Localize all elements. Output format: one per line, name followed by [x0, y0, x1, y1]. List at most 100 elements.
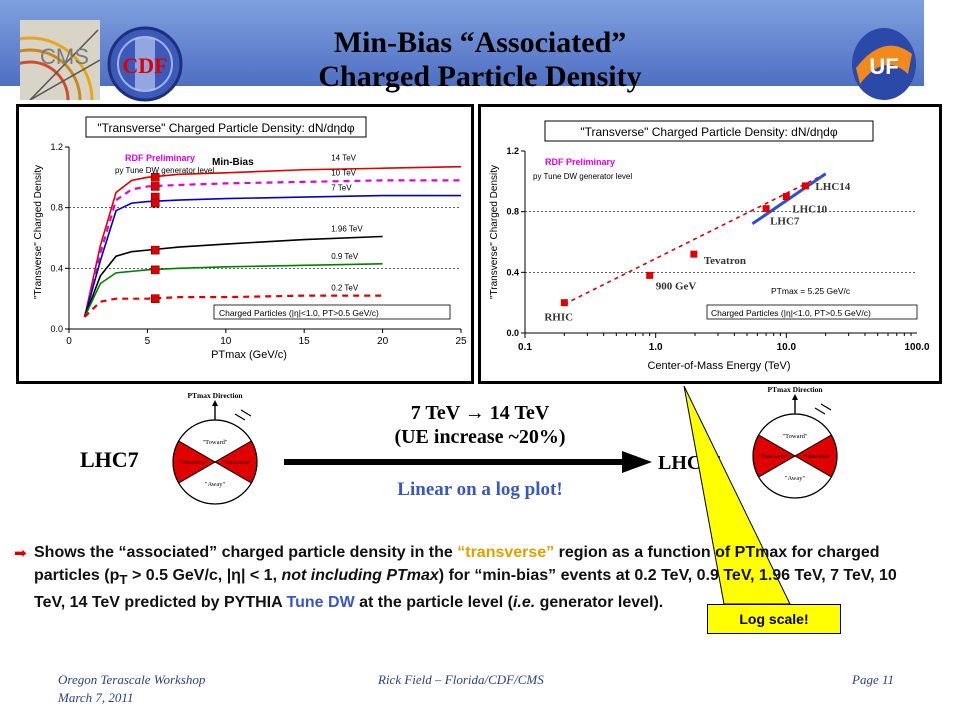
transverse-label-right: "Transverse": [803, 454, 831, 460]
chart1-ylabel: "Transverse" Charged Density: [33, 165, 44, 299]
linear-note: Linear on a log plot!: [397, 479, 563, 500]
chart1-xlabel: PTmax (GeV/c): [211, 349, 287, 361]
bullet-text: Shows the “associated” charged particle …: [34, 541, 904, 614]
chart2-point: [762, 205, 770, 213]
footer-author: Rick Field – Florida/CDF/CMS: [378, 672, 544, 687]
chart1-series-label: 7 TeV: [331, 184, 352, 193]
chart1-series-label: 0.9 TeV: [331, 252, 359, 261]
chart1-series-label: 14 TeV: [331, 154, 356, 163]
chart1-series-line: [83, 194, 461, 318]
big-arrow-icon: [284, 451, 652, 473]
chart1-marker: [150, 182, 160, 191]
chart1-series-line: [83, 179, 461, 318]
uf-logo-icon: UF: [852, 28, 916, 100]
toward-label: "Toward": [782, 433, 807, 440]
chart1-series-label: 0.2 TeV: [331, 284, 359, 293]
chart1-series-label: 1.96 TeV: [331, 224, 363, 233]
bullet-part-5: > 0.5 GeV/c, |: [127, 567, 232, 584]
chart1-x-tick-label: 25: [455, 336, 467, 347]
chart2-y-tick-label: 0.4: [506, 267, 519, 277]
bullet-arrow-icon: ➡: [14, 546, 27, 562]
chart1-series-line: [83, 165, 462, 318]
chart1-x-tick-label: 10: [220, 336, 232, 347]
log-scale-callout: Log scale!: [707, 604, 841, 634]
bullet-sub-t: T: [119, 572, 128, 588]
chart1-marker: [150, 245, 160, 255]
cms-logo-icon: CMS: [20, 20, 100, 100]
bullet-part-9: ) for “min-bias” events at 0.2 TeV, 0.9 …: [34, 567, 897, 612]
bullet-tune-dw: Tune DW: [286, 594, 355, 612]
bullet-part-13: generator level).: [535, 594, 664, 612]
chart2-point-label: LHC14: [815, 181, 850, 193]
bullet-part-1: Shows the “associated” charged particle …: [34, 544, 458, 561]
bullet-ie: i.e.: [512, 594, 536, 612]
transverse-label-right: "Transverse": [223, 460, 251, 466]
slide-title-line2: Charged Particle Density: [318, 60, 642, 93]
right-chart-panel: "Transverse" Charged Particle Density: d…: [478, 104, 942, 384]
away-label: "Away": [205, 481, 226, 488]
left-chart-panel: "Transverse" Charged Particle Density: d…: [16, 104, 474, 384]
chart2-point: [782, 193, 790, 200]
footer-date: March 7, 2011: [58, 690, 134, 705]
chart2-y-tick-label: 0.8: [506, 207, 519, 217]
chart2-tune-label: py Tune DW generator level: [533, 172, 632, 181]
chart2-y-tick-label: 0.0: [506, 328, 519, 338]
cdf-logo-text: CDF: [122, 53, 167, 78]
chart2-point-label: Tevatron: [704, 255, 746, 267]
energy-transition-label: 7 TeV → 14 TeV: [410, 402, 550, 424]
pt-density-chart: "Transverse" Charged Particle Density: d…: [33, 116, 467, 361]
chart1-marker: [150, 294, 160, 303]
transverse-label-left: "Transverse": [759, 454, 787, 460]
chart1-series-line: [83, 262, 383, 318]
chart-direction-icon: [814, 403, 832, 415]
transverse-region-diagram-right: PTmax Direction "Toward" "Transverse" "Tran…: [752, 385, 838, 499]
ue-increase-label: (UE increase ~20%): [394, 426, 566, 448]
chart2-point-label: 900 GeV: [656, 280, 697, 292]
chart2-point: [801, 182, 809, 190]
bullet-transverse: “transverse”: [457, 544, 555, 561]
chart1-y-tick-label: 1.2: [50, 142, 63, 152]
ptmax-arrow-head: [792, 394, 798, 400]
footer-workshop: Oregon Terascale Workshop: [58, 672, 206, 687]
chart1-cuts-label: Charged Particles (|η|<1.0, PT>0.5 GeV/c…: [219, 308, 379, 318]
footer-page: Page 11: [852, 672, 894, 687]
chart2-y-tick-label: 1.2: [506, 146, 519, 156]
chart2-xlabel: Center-of-Mass Energy (TeV): [647, 360, 790, 372]
chart2-cuts-label: Charged Particles (|η|<1.0, PT>0.5 GeV/c…: [711, 308, 871, 318]
chart1-x-tick-label: 20: [377, 336, 389, 347]
bullet-part-3: region as a function of PTmax for charge…: [34, 544, 880, 584]
cdf-logo-icon: CDF: [107, 26, 183, 102]
chart2-point-label: LHC7: [770, 216, 800, 228]
ptmax-direction-label: PTmax Direction: [187, 391, 243, 400]
chart1-rdf-preliminary: RDF Preliminary: [125, 153, 195, 163]
chart2-point: [560, 299, 568, 307]
chart2-x-tick-label: 1.0: [649, 342, 663, 353]
uf-logo-text: UF: [869, 54, 898, 79]
diagram-outline: [172, 419, 258, 505]
chart-direction-icon: [234, 409, 252, 421]
chart2-x-tick-label: 100.0: [904, 342, 929, 353]
chart1-y-tick-label: 0.4: [50, 263, 63, 273]
chart2-point-label: LHC10: [792, 204, 827, 216]
bullet-not-including: not including PTmax: [281, 567, 439, 584]
chart2-point: [690, 250, 698, 258]
diagram-outline: [752, 413, 838, 499]
chart2-x-tick-label: 0.1: [518, 342, 532, 353]
toward-label: "Toward": [202, 439, 227, 446]
chart2-ylabel: "Transverse" Charged Density: [489, 165, 500, 299]
bullet-part-11: at the particle level (: [354, 594, 513, 612]
bullet-eta: η: [231, 567, 241, 584]
chart1-y-tick-label: 0.0: [50, 324, 63, 334]
chart1-x-tick-label: 15: [299, 336, 311, 347]
chart1-minbias-label: Min-Bias: [212, 157, 254, 168]
chart1-marker: [150, 198, 160, 208]
chart1-marker: [150, 173, 160, 182]
cms-logo-text: CMS: [40, 44, 89, 69]
energy-density-chart: "Transverse" Charged Particle Density: d…: [489, 120, 930, 372]
chart2-ptmax-label: PTmax = 5.25 GeV/c: [771, 286, 851, 296]
chart2-rdf-preliminary: RDF Preliminary: [545, 157, 615, 167]
slide-title-line1: Min-Bias “Associated”: [333, 26, 627, 59]
chart1-series-label: 10 TeV: [331, 168, 356, 177]
chart1-y-tick-label: 0.8: [50, 203, 63, 213]
transverse-label-left: "Transverse": [179, 460, 207, 466]
